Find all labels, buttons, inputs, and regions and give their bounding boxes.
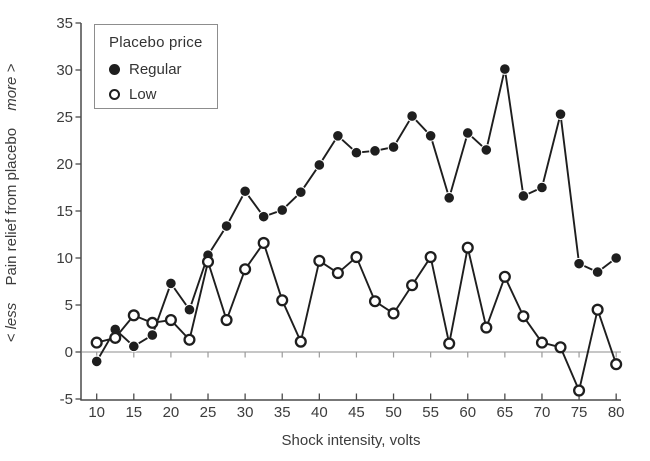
data-point-low [498,270,511,283]
data-point-low [387,307,400,320]
x-tick-label: 65 [497,404,514,421]
y-tick-label: 5 [65,297,73,314]
x-tick-label: 10 [88,404,105,421]
y-axis-title-less: < less [3,302,20,342]
data-point-low [127,309,140,322]
data-point-low [239,263,252,276]
legend-label-low: Low [129,86,157,103]
data-point-low [573,384,586,397]
x-tick-label: 15 [125,404,142,421]
data-point-low [146,316,159,329]
x-tick-label: 60 [459,404,476,421]
data-point-regular [424,130,437,142]
y-axis-title: < less Pain relief from placebo more > [3,63,20,342]
data-point-regular [220,220,233,232]
y-tick-label: 20 [56,156,73,173]
x-tick-label: 40 [311,404,328,421]
data-point-regular [239,185,251,198]
x-tick-label: 80 [608,404,625,421]
data-series-layer [90,63,623,397]
data-point-low [183,333,196,346]
data-point-low [368,295,382,308]
data-point-low [591,303,604,316]
data-point-regular [591,266,604,278]
filled-circle-icon [109,64,120,75]
x-tick-label: 35 [274,404,291,421]
data-point-low [535,336,549,349]
data-point-regular [183,303,196,316]
x-tick-label: 20 [163,404,180,421]
axes-layer: -5 0 5 10 15 20 25 30 35 10 15 20 25 30 35 40 45 50 55 60 65… [56,15,624,421]
data-point-low [424,251,437,264]
legend-item-regular: Regular [109,57,217,82]
data-point-regular [350,146,363,159]
data-point-regular [165,277,177,290]
data-point-regular [146,329,159,341]
data-point-low [90,336,103,349]
data-point-regular [257,210,270,223]
data-point-low [480,321,493,334]
data-point-low [109,331,122,344]
data-point-low [257,236,270,250]
data-point-regular [387,141,400,153]
data-point-regular [610,252,622,264]
data-point-regular [332,130,344,142]
data-point-regular [128,340,140,353]
y-tick-label: 10 [56,250,73,267]
data-point-regular [461,127,474,139]
x-tick-label: 30 [237,404,254,421]
y-tick-label: 15 [56,203,73,220]
data-point-low [201,255,215,268]
x-tick-label: 45 [348,404,365,421]
data-point-regular [443,192,455,204]
x-tick-label: 70 [534,404,551,421]
data-point-regular [313,159,326,171]
data-point-low [461,241,474,254]
y-tick-label: -5 [60,391,73,408]
data-point-low [517,310,530,323]
data-point-regular [294,186,307,198]
data-point-low [610,358,623,371]
data-point-low [164,313,177,327]
data-point-regular [573,257,585,270]
data-point-low [276,294,289,307]
y-tick-label: 30 [56,62,73,79]
x-tick-label: 50 [385,404,402,421]
data-point-regular [536,181,548,194]
data-point-regular [554,108,567,120]
data-point-low [350,251,363,264]
data-point-regular [406,110,418,122]
x-tick-label: 25 [200,404,217,421]
legend-box: Placebo price Regular Low [94,24,218,109]
y-axis-title-more: more > [3,63,20,110]
y-tick-label: 35 [56,15,73,32]
data-point-regular [480,144,493,156]
x-axis-title: Shock intensity, volts [282,432,421,449]
legend-label-regular: Regular [129,61,182,78]
data-point-regular [517,190,530,202]
open-circle-icon [109,89,120,100]
data-point-low [313,254,326,267]
data-point-regular [499,63,511,75]
zero-line-layer [82,351,621,358]
x-tick-label: 75 [571,404,588,421]
data-point-low [406,279,419,292]
legend-item-low: Low [109,82,217,107]
legend-title: Placebo price [109,34,203,51]
x-tick-label: 55 [422,404,439,421]
y-tick-label: 25 [56,109,73,126]
data-point-low [220,313,233,327]
y-tick-label: 0 [65,344,73,361]
data-point-low [443,337,456,350]
data-point-low [331,266,344,280]
y-axis-title-main: Pain relief from placebo [3,128,20,286]
data-point-low [294,335,307,348]
data-point-regular [276,204,289,216]
data-point-regular [369,145,381,157]
data-point-low [554,341,567,354]
data-point-regular [90,355,103,368]
